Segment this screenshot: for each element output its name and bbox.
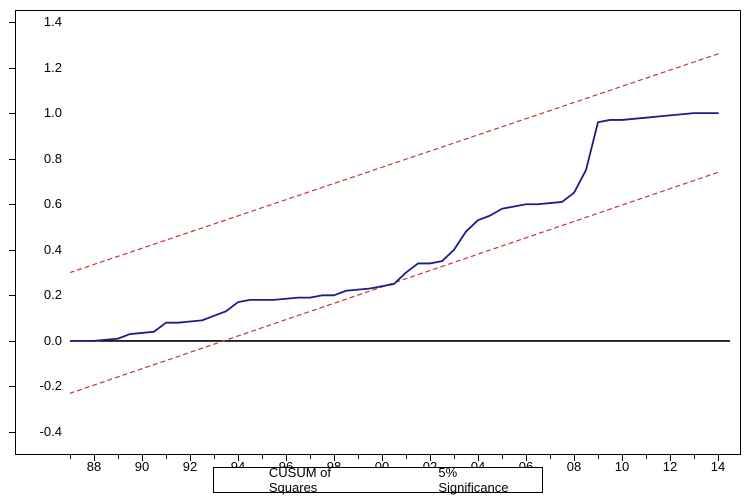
x-minor-tick-mark (358, 455, 359, 459)
plot-area (70, 22, 730, 432)
x-tick-label: 88 (79, 459, 109, 474)
x-tick-mark (334, 455, 335, 461)
x-tick-mark (94, 455, 95, 461)
x-minor-tick-mark (550, 455, 551, 459)
x-minor-tick-mark (502, 455, 503, 459)
y-tick-mark (9, 22, 15, 23)
x-tick-mark (574, 455, 575, 461)
legend-label-cusum: CUSUM of Squares (269, 465, 380, 495)
y-tick-mark (9, 68, 15, 69)
y-tick-mark (9, 432, 15, 433)
x-tick-label: 90 (127, 459, 157, 474)
y-tick-label: 1.0 (22, 105, 62, 120)
x-tick-mark (190, 455, 191, 461)
y-tick-mark (9, 113, 15, 114)
x-minor-tick-mark (598, 455, 599, 459)
x-tick-mark (526, 455, 527, 461)
x-tick-label: 12 (655, 459, 685, 474)
chart-svg (70, 22, 730, 432)
x-minor-tick-mark (214, 455, 215, 459)
x-minor-tick-mark (166, 455, 167, 459)
x-minor-tick-mark (646, 455, 647, 459)
y-tick-label: 0.4 (22, 242, 62, 257)
x-minor-tick-mark (454, 455, 455, 459)
x-tick-mark (382, 455, 383, 461)
x-tick-mark (622, 455, 623, 461)
y-tick-mark (9, 295, 15, 296)
x-tick-label: 14 (703, 459, 733, 474)
y-tick-label: 0.0 (22, 333, 62, 348)
x-minor-tick-mark (694, 455, 695, 459)
y-tick-label: 0.6 (22, 196, 62, 211)
y-tick-label: 1.4 (22, 14, 62, 29)
legend: CUSUM of Squares 5% Significance (213, 467, 543, 493)
x-minor-tick-mark (262, 455, 263, 459)
y-tick-label: 0.2 (22, 287, 62, 302)
x-tick-label: 08 (559, 459, 589, 474)
x-tick-mark (238, 455, 239, 461)
x-tick-mark (718, 455, 719, 461)
y-tick-label: -0.4 (22, 424, 62, 439)
x-tick-mark (142, 455, 143, 461)
y-tick-mark (9, 341, 15, 342)
x-minor-tick-mark (406, 455, 407, 459)
x-tick-mark (478, 455, 479, 461)
legend-item-cusum: CUSUM of Squares (228, 465, 380, 495)
y-tick-label: -0.2 (22, 378, 62, 393)
y-tick-label: 1.2 (22, 60, 62, 75)
legend-item-significance: 5% Significance (398, 465, 529, 495)
y-tick-label: 0.8 (22, 151, 62, 166)
x-tick-label: 10 (607, 459, 637, 474)
x-tick-mark (430, 455, 431, 461)
y-tick-mark (9, 159, 15, 160)
y-tick-mark (9, 386, 15, 387)
y-tick-mark (9, 250, 15, 251)
x-tick-mark (286, 455, 287, 461)
x-minor-tick-mark (310, 455, 311, 459)
x-tick-label: 92 (175, 459, 205, 474)
x-minor-tick-mark (70, 455, 71, 459)
legend-label-significance: 5% Significance (438, 465, 528, 495)
y-tick-mark (9, 204, 15, 205)
x-tick-mark (670, 455, 671, 461)
x-minor-tick-mark (118, 455, 119, 459)
chart-container: -0.4-0.20.00.20.40.60.81.01.21.4 8890929… (0, 0, 756, 503)
